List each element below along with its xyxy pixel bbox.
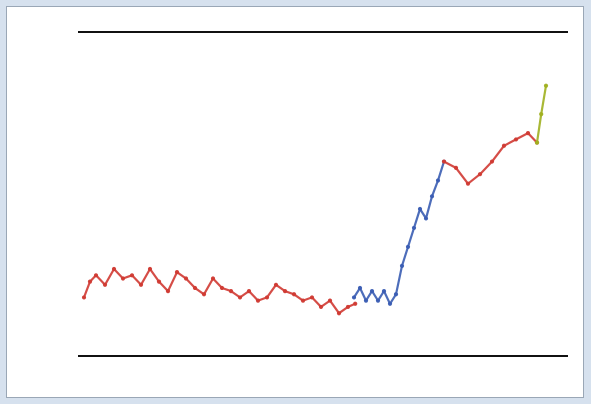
- series-2-point-3: [477, 172, 483, 177]
- series-2-point-6: [513, 137, 519, 142]
- series-0-point-19: [246, 289, 252, 294]
- series-0-point-29: [336, 311, 342, 316]
- series-0-point-13: [192, 285, 198, 291]
- series-1-point-13: [429, 194, 435, 199]
- series-0-point-0: [81, 295, 87, 300]
- series-1-point-9: [405, 244, 411, 249]
- series-1-point-3: [369, 289, 375, 294]
- series-2-point-2: [465, 181, 471, 186]
- series-0-point-27: [318, 304, 324, 310]
- series-0-point-14: [201, 292, 207, 297]
- series-0-point-18: [237, 295, 243, 300]
- series-0-point-21: [264, 295, 270, 300]
- series-0-point-31: [353, 301, 358, 306]
- series-2-point-0: [441, 159, 447, 164]
- series-1-point-14: [435, 178, 441, 183]
- series-1-point-4: [375, 298, 381, 303]
- series-0-point-16: [219, 285, 225, 291]
- series-1-point-1: [357, 285, 363, 291]
- series-0-point-15: [210, 276, 216, 281]
- series-3-point-0: [534, 140, 540, 145]
- series-2-point-5: [501, 143, 507, 148]
- series-0-point-5: [120, 276, 126, 281]
- series-0-point-22: [273, 282, 279, 287]
- series-2-point-7: [525, 131, 531, 136]
- series-2-point-4: [489, 159, 495, 164]
- series-0-point-10: [165, 289, 171, 294]
- series-1-line: [352, 160, 446, 305]
- chart-frame: [6, 6, 584, 398]
- series-2-line: [442, 132, 539, 185]
- series-1-point-10: [411, 225, 417, 231]
- series-1-point-2: [363, 298, 369, 303]
- series-2-point-1: [453, 165, 459, 170]
- series-0-point-12: [183, 276, 189, 281]
- series-1-point-0: [351, 295, 357, 300]
- series-1-point-7: [393, 292, 399, 297]
- series-0-point-7: [138, 282, 144, 287]
- series-0-point-30: [345, 304, 351, 310]
- series-1-point-6: [387, 301, 393, 306]
- series-3-point-1: [539, 112, 544, 117]
- series-0-point-17: [228, 289, 234, 294]
- series-0-point-3: [102, 282, 108, 287]
- series-0-point-9: [156, 279, 162, 284]
- series-3-point-2: [543, 83, 549, 88]
- series-0-point-25: [300, 298, 306, 303]
- series-1-point-12: [423, 216, 429, 221]
- series-0-line: [82, 267, 357, 315]
- series-1-point-8: [399, 263, 405, 268]
- series-0-point-11: [174, 270, 180, 275]
- series-0-point-2: [93, 273, 99, 278]
- series-1-point-5: [381, 289, 387, 294]
- series-0-point-23: [282, 289, 288, 294]
- series-0-point-26: [309, 295, 315, 300]
- series-0-point-24: [291, 292, 297, 297]
- series-0-point-6: [129, 273, 135, 278]
- series-0-point-4: [111, 266, 117, 272]
- series-0-point-1: [87, 279, 93, 284]
- series-0-point-8: [147, 266, 153, 272]
- series-1-point-11: [417, 206, 423, 212]
- series-0-point-20: [255, 298, 261, 303]
- series-0-point-28: [327, 298, 333, 303]
